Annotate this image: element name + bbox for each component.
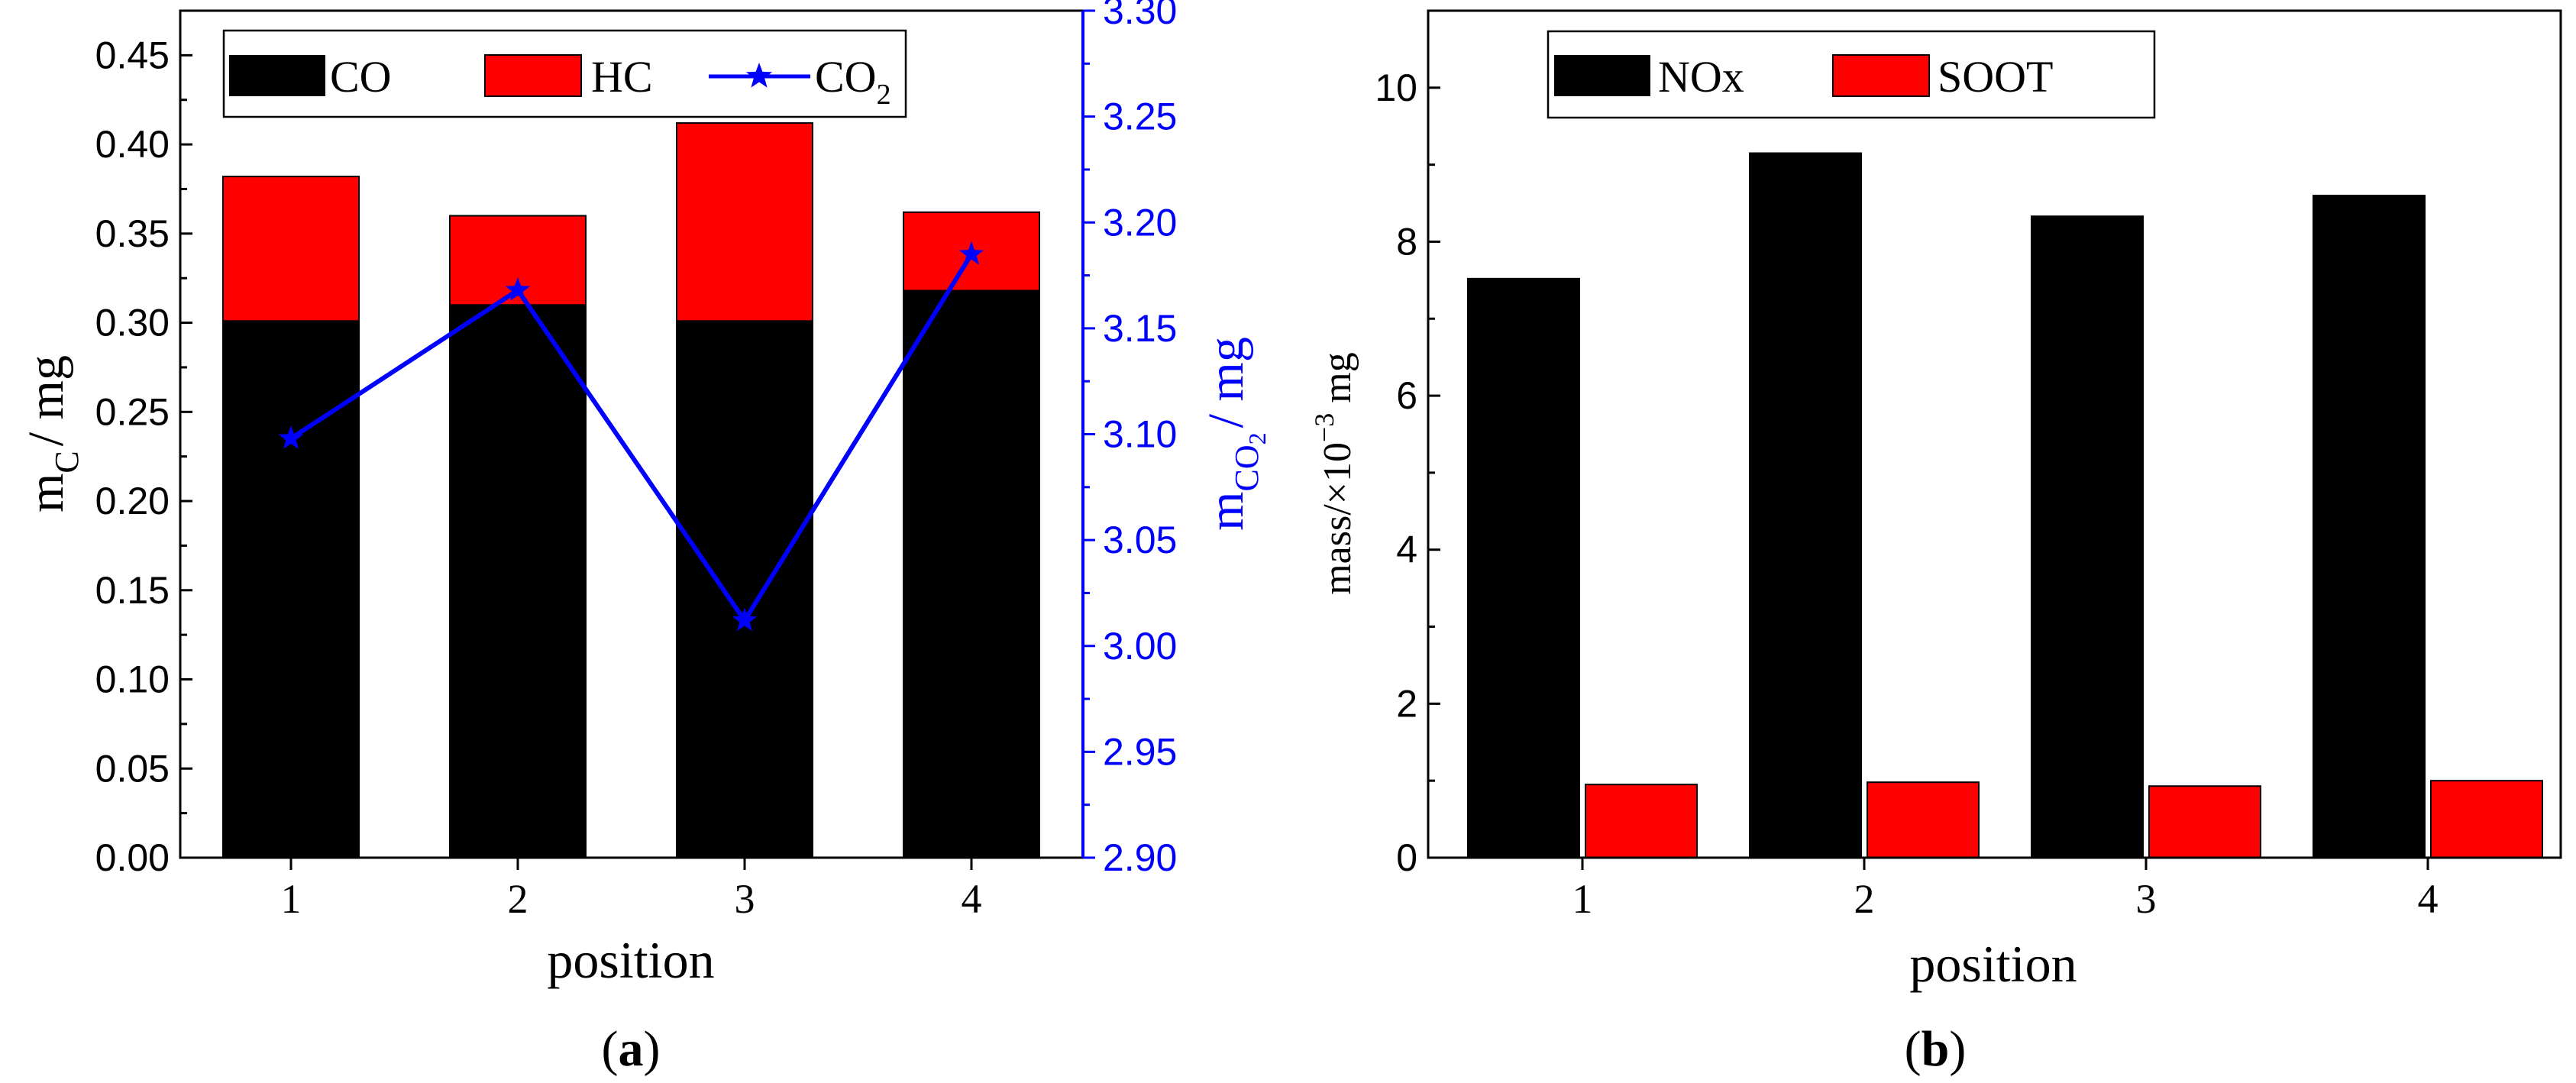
panel-a: 0.00 0.05 0.10 0.15 0.20 0.25 0.30 0.35 0.40 0.45… [18,0,1271,1077]
panel-a-y2-ticks: 2.90 2.95 3.00 3.05 3.10 3.15 3.20 3.25 3.30 [1083,0,1177,879]
panel-b-x-tick-label: 4 [2418,876,2439,922]
panel-a-co2-line [289,253,974,625]
legend-nox-label: NOx [1658,52,1744,102]
panel-b-bar-nox-3 [2031,215,2144,858]
panel-a-y-axis-label: mC/ mg [18,355,86,512]
panel-a-y2-tick-label: 3.10 [1103,413,1177,456]
panel-a-co2-point-1 [278,425,304,449]
panel-a-caption: (a) [602,1021,661,1077]
panel-a-bar-co-3 [676,320,813,858]
panel-b-plot-frame [1427,9,2562,859]
panel-a-x-tick-label: 2 [508,876,528,922]
panel-a-y-tick-label: 0.15 [95,569,170,612]
panel-b-bar-nox-1 [1467,277,1580,858]
legend-nox-swatch [1554,55,1650,96]
panel-b-y-tick-label: 8 [1396,220,1417,263]
panel-a-x-tick-label: 4 [962,876,982,922]
panel-a-y2-tick-label: 2.90 [1103,836,1177,879]
panel-a-y-ticks: 0.00 0.05 0.10 0.15 0.20 0.25 0.30 0.35 0.40 0.45 [95,34,192,879]
legend-co2-marker [745,63,773,88]
panel-a-x-tick-label: 3 [735,876,755,922]
legend-co-label: CO [330,52,392,102]
panel-b-y-tick-label: 2 [1396,682,1417,725]
panel-b-bar-soot-1 [1585,784,1698,859]
panel-a-co2-series [278,241,984,632]
panel-a-co2-point-2 [505,277,531,301]
panel-a-bar-hc-1 [222,176,360,322]
panel-a-co2-point-3 [732,607,758,632]
legend-co-swatch [229,55,325,96]
panel-a-y2-tick-label: 3.05 [1103,519,1177,561]
panel-a-y-tick-label: 0.35 [95,212,170,255]
panel-b-bar-soot-4 [2430,780,2543,859]
panel-a-x-tick-label: 1 [281,876,302,922]
panel-a-bar-hc-4 [903,211,1040,292]
panel-a-y-tick-label: 0.30 [95,302,170,344]
panel-b-bar-nox-4 [2313,194,2426,859]
panel-b-bar-soot-2 [1867,781,1980,859]
panel-b-x-tick-label: 3 [2136,876,2157,922]
panel-a-y2-tick-label: 3.00 [1103,625,1177,668]
panel-b-y-tick-label: 10 [1375,66,1417,109]
panel-b-x-tick-label: 1 [1572,876,1593,922]
panel-b-y-ticks: 0 2 4 6 8 10 [1375,66,1440,879]
panel-b-y-tick-label: 0 [1396,836,1417,879]
panel-a-bar-co-2 [449,304,587,858]
panel-a-legend: CO HC CO2 [222,29,907,118]
legend-hc-swatch [484,54,582,97]
panel-a-y2-tick-label: 3.25 [1103,95,1177,138]
panel-a-y2-tick-label: 3.30 [1103,0,1177,32]
panel-a-bar-hc-3 [676,122,813,322]
panel-a-y2-tick-label: 3.15 [1103,307,1177,350]
panel-b-bars [1467,152,2543,859]
panel-a-y-tick-label: 0.25 [95,390,170,433]
panel-a-bar-co-1 [222,320,360,858]
panel-a-y2-tick-label: 2.95 [1103,730,1177,773]
panel-a-y-tick-label: 0.45 [95,34,170,76]
panel-b-legend: NOx SOOT [1547,30,2156,119]
panel-b-x-ticks: 1 2 3 4 [1572,858,2439,922]
panel-b-y-axis-label: mass/×10−3 mg [1309,352,1359,595]
panel-a-y2-axis-label: mCO2/ mg [1198,337,1271,531]
panel-a-x-axis-label: position [547,931,714,989]
panel-a-y-tick-label: 0.05 [95,747,170,790]
panel-a-y-tick-label: 0.20 [95,480,170,522]
panel-b-y-tick-label: 4 [1396,529,1417,571]
panel-a-y-tick-label: 0.10 [95,658,170,701]
legend-co2-label: CO2 [815,52,891,111]
panel-a-y-tick-label: 0.40 [95,123,170,166]
panel-a-y-tick-label: 0.00 [95,836,170,879]
panel-a-co2-point-4 [958,241,984,265]
panel-b-y-tick-label: 6 [1396,374,1417,417]
panel-a-y2-tick-label: 3.20 [1103,201,1177,244]
legend-soot-swatch [1832,54,1930,97]
panel-a-bars [222,122,1040,858]
legend-hc-label: HC [591,52,653,102]
panel-b-bar-soot-3 [2148,785,2261,859]
panel-a-x-ticks: 1 2 3 4 [281,858,982,922]
legend-soot-label: SOOT [1938,52,2053,102]
panel-b-caption: (b) [1905,1021,1967,1077]
panel-b-x-tick-label: 2 [1854,876,1875,922]
panel-b-bar-nox-2 [1749,152,1862,859]
panel-b-x-axis-label: position [1909,935,2077,993]
panel-a-bar-co-4 [903,289,1040,858]
